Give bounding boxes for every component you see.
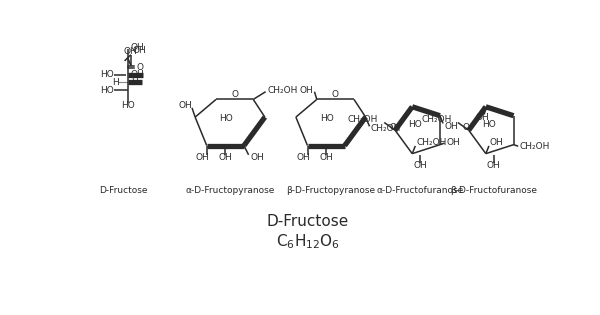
Text: D-Fructose: D-Fructose: [266, 214, 349, 229]
Text: CH₂OH: CH₂OH: [267, 86, 298, 95]
Text: H: H: [112, 78, 118, 87]
Text: OH: OH: [196, 153, 210, 162]
Text: HO: HO: [100, 86, 114, 95]
Text: OH: OH: [487, 161, 500, 170]
Text: OH: OH: [124, 47, 137, 56]
Text: CH₂OH: CH₂OH: [421, 115, 452, 124]
Text: OH: OH: [250, 153, 264, 162]
Text: HO: HO: [219, 114, 233, 123]
Text: CH₂OH: CH₂OH: [520, 142, 550, 151]
Text: OH: OH: [133, 46, 146, 55]
Text: O: O: [389, 123, 396, 132]
Text: O: O: [463, 123, 470, 132]
Text: β-D-Fructopyranose: β-D-Fructopyranose: [286, 186, 376, 195]
Text: OH: OH: [131, 70, 145, 79]
Text: OH: OH: [445, 122, 458, 131]
Text: CH₂OH: CH₂OH: [347, 115, 378, 124]
Text: OH: OH: [490, 138, 503, 147]
Text: OH: OH: [300, 86, 314, 95]
Text: OH: OH: [413, 161, 427, 170]
Text: HO: HO: [100, 70, 114, 79]
Text: CH₂OH: CH₂OH: [370, 124, 401, 133]
Text: O: O: [231, 89, 238, 99]
Text: HO: HO: [121, 101, 134, 110]
Text: OH: OH: [297, 153, 311, 162]
Text: CH₂OH: CH₂OH: [416, 138, 446, 147]
Text: OH: OH: [131, 43, 145, 52]
Text: HO: HO: [320, 114, 334, 123]
Text: OH: OH: [446, 138, 460, 147]
Text: HO: HO: [482, 119, 496, 129]
Text: α-D-Fructofuranose: α-D-Fructofuranose: [376, 186, 464, 195]
Text: β-D-Fructofuranose: β-D-Fructofuranose: [450, 186, 537, 195]
Text: OH: OH: [218, 153, 232, 162]
Text: H: H: [131, 78, 137, 87]
Text: OH: OH: [178, 101, 192, 110]
Text: D-Fructose: D-Fructose: [99, 186, 148, 195]
Text: OH: OH: [319, 153, 333, 162]
Text: O: O: [137, 63, 143, 72]
Text: HO: HO: [409, 119, 422, 129]
Text: OH: OH: [476, 113, 490, 122]
Text: α-D-Fructopyranose: α-D-Fructopyranose: [185, 186, 275, 195]
Text: C$_6$H$_{12}$O$_6$: C$_6$H$_{12}$O$_6$: [275, 232, 340, 251]
Text: O: O: [332, 89, 339, 99]
